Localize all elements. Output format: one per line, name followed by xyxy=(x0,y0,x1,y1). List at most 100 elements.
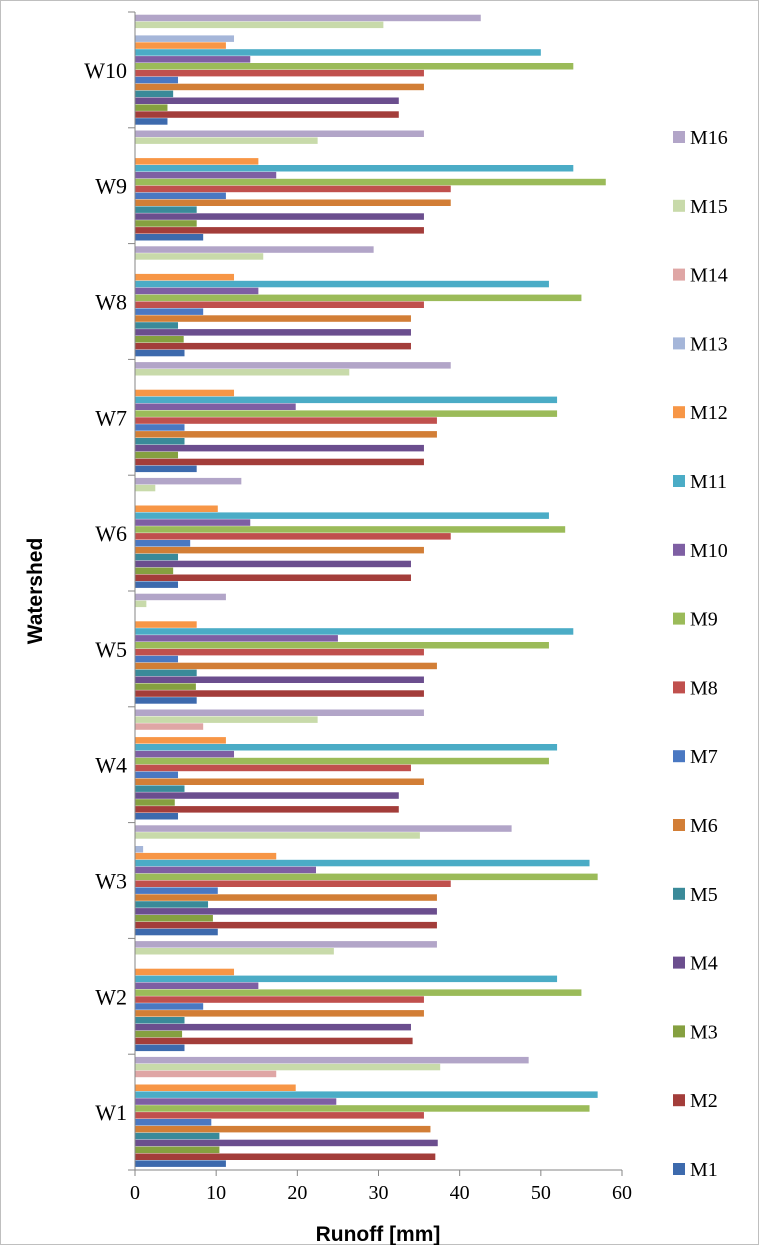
bar-W6-M2 xyxy=(135,574,411,581)
bar-W3-M1 xyxy=(135,928,218,936)
category-label-W9: W9 xyxy=(95,174,127,199)
bar-W4-M11 xyxy=(135,744,558,751)
bar-W8-M9 xyxy=(135,294,582,302)
bar-W1-M1 xyxy=(135,1160,226,1167)
legend-label-M6: M6 xyxy=(690,815,718,837)
bar-W5-M11 xyxy=(135,628,574,635)
legend-swatch-M14 xyxy=(673,268,685,281)
bar-W3-M7 xyxy=(135,887,218,894)
bar-W10-M13 xyxy=(135,35,235,42)
bar-W7-M8 xyxy=(135,417,437,424)
bar-W6-M6 xyxy=(135,546,424,554)
bar-W1-M15 xyxy=(135,1063,441,1071)
legend-label-M16: M16 xyxy=(690,127,728,149)
bar-W7-M4 xyxy=(135,444,424,452)
legend-label-M3: M3 xyxy=(690,1021,718,1043)
bar-W10-M6 xyxy=(135,83,424,91)
bar-W9-M9 xyxy=(135,178,606,186)
legend-swatch-M2 xyxy=(673,1094,685,1107)
bar-W6-M9 xyxy=(135,526,566,533)
bar-W10-M16 xyxy=(135,14,481,22)
bar-W6-M11 xyxy=(135,512,549,519)
bar-W5-M12 xyxy=(135,621,197,628)
bar-W6-M10 xyxy=(135,519,251,526)
x-axis-title: Runoff [mm] xyxy=(316,1223,441,1245)
bar-W3-M8 xyxy=(135,880,451,887)
bar-W3-M13 xyxy=(135,846,144,853)
bar-W3-M11 xyxy=(135,859,590,867)
bar-W2-M12 xyxy=(135,968,235,976)
bar-W3-M12 xyxy=(135,852,277,860)
bar-W10-M3 xyxy=(135,104,168,111)
bar-W10-M1 xyxy=(135,118,168,125)
legend-label-M14: M14 xyxy=(690,265,728,287)
legend-swatch-M7 xyxy=(673,750,685,763)
legend-swatch-M8 xyxy=(673,681,685,694)
bar-W9-M15 xyxy=(135,137,318,144)
bar-W1-M9 xyxy=(135,1105,590,1112)
bar-W2-M15 xyxy=(135,948,334,955)
bar-W3-M10 xyxy=(135,866,316,874)
category-label-W8: W8 xyxy=(95,290,127,315)
category-label-W1: W1 xyxy=(95,1100,127,1125)
bar-W8-M5 xyxy=(135,322,179,329)
bar-W6-M7 xyxy=(135,540,191,547)
bar-W3-M4 xyxy=(135,908,437,915)
x-tick-label: 0 xyxy=(130,1182,140,1204)
legend-swatch-M16 xyxy=(673,131,685,143)
legend-label-M4: M4 xyxy=(690,953,718,975)
bar-W4-M16 xyxy=(135,709,424,716)
legend-label-M2: M2 xyxy=(690,1090,718,1112)
bar-W4-M10 xyxy=(135,750,235,758)
bar-W1-M10 xyxy=(135,1098,337,1105)
legend-label-M1: M1 xyxy=(690,1159,718,1181)
bar-W3-M5 xyxy=(135,901,209,908)
bar-W4-M9 xyxy=(135,757,549,765)
bar-W7-M5 xyxy=(135,438,185,445)
bar-W5-M7 xyxy=(135,655,179,663)
bar-W2-M4 xyxy=(135,1023,411,1031)
bar-W6-M1 xyxy=(135,581,179,588)
bar-W8-M11 xyxy=(135,280,549,288)
category-label-W3: W3 xyxy=(95,869,127,894)
bar-W8-M1 xyxy=(135,349,185,357)
legend-swatch-M3 xyxy=(673,1025,685,1038)
bar-W2-M9 xyxy=(135,989,582,996)
bar-W8-M3 xyxy=(135,336,184,343)
legend-label-M11: M11 xyxy=(690,471,727,493)
bar-W10-M9 xyxy=(135,63,574,70)
x-tick-label: 20 xyxy=(287,1182,307,1204)
bar-W5-M5 xyxy=(135,669,197,677)
bar-W6-M8 xyxy=(135,533,451,540)
legend-swatch-M11 xyxy=(673,475,685,487)
legend-swatch-M5 xyxy=(673,887,685,900)
bar-W3-M15 xyxy=(135,832,420,839)
bar-W5-M15 xyxy=(135,600,147,608)
legend-label-M8: M8 xyxy=(690,677,718,699)
bar-W10-M8 xyxy=(135,69,424,77)
bar-W9-M10 xyxy=(135,171,277,179)
bar-W10-M5 xyxy=(135,90,174,98)
bar-W8-M2 xyxy=(135,342,411,350)
bar-W7-M11 xyxy=(135,396,558,404)
bar-W6-M4 xyxy=(135,560,411,568)
bar-W2-M7 xyxy=(135,1003,204,1010)
category-label-W2: W2 xyxy=(95,984,127,1009)
bar-W9-M11 xyxy=(135,165,574,172)
bar-W9-M4 xyxy=(135,213,424,220)
bar-W8-M10 xyxy=(135,287,259,295)
x-tick-label: 50 xyxy=(531,1182,551,1204)
bar-W4-M8 xyxy=(135,764,411,772)
bar-W8-M7 xyxy=(135,308,204,315)
bar-W9-M2 xyxy=(135,227,424,234)
bar-W7-M12 xyxy=(135,389,235,397)
bar-W7-M6 xyxy=(135,431,437,438)
bar-W4-M14 xyxy=(135,723,204,730)
legend-swatch-M6 xyxy=(673,819,685,831)
legend-swatch-M12 xyxy=(673,406,685,419)
bar-W5-M16 xyxy=(135,593,226,601)
axis-layer: W1 W2 W3 W4 W5 W6 W7 W8 W9 W10 0 10 20 30 40 50 60 xyxy=(84,11,632,1204)
bar-W8-M4 xyxy=(135,329,411,336)
